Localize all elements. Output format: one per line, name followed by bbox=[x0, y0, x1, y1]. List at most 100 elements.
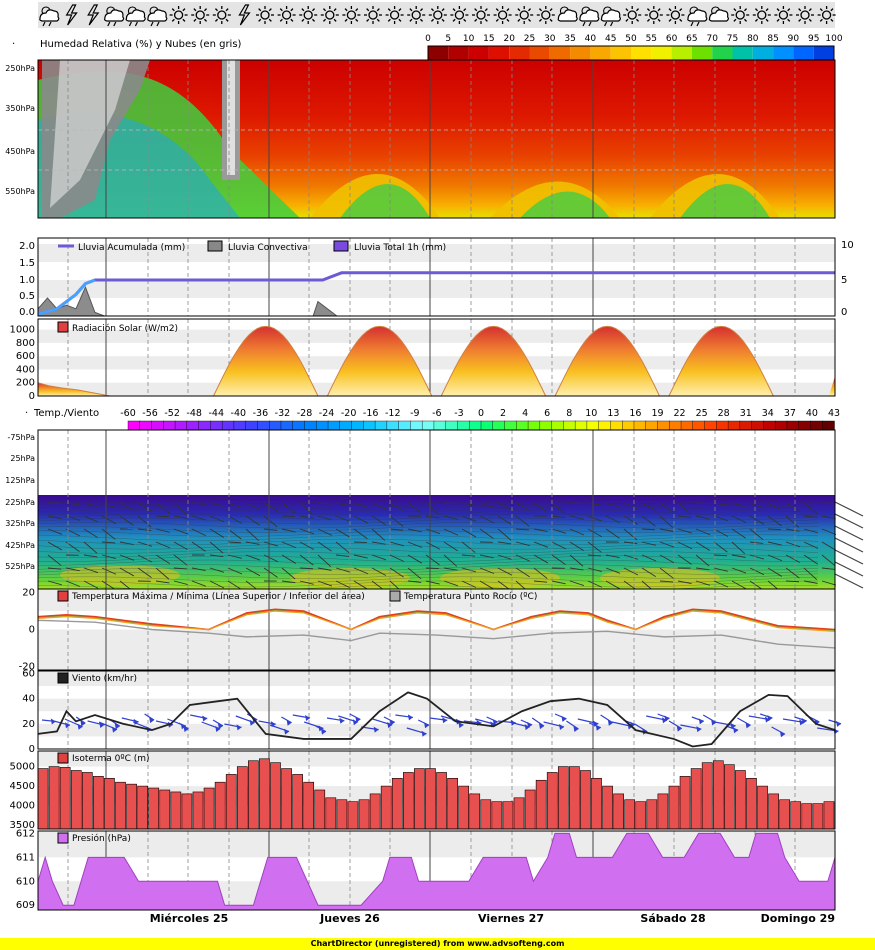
freezing-level-bar bbox=[812, 803, 824, 830]
wind-barb bbox=[209, 528, 225, 538]
wind-barb bbox=[47, 567, 62, 570]
wind-barb bbox=[533, 580, 548, 583]
humidity-scale-swatch bbox=[590, 46, 611, 60]
wind-barb bbox=[767, 554, 783, 562]
wind-barb bbox=[263, 554, 279, 563]
wind-barb bbox=[641, 528, 656, 531]
wind-barb bbox=[407, 502, 422, 513]
isotherm-line bbox=[37, 568, 819, 575]
freezing-y-tick: 5000 bbox=[10, 762, 35, 773]
wind-barb bbox=[47, 528, 63, 535]
wind-barb bbox=[407, 541, 423, 548]
wind-barb bbox=[767, 541, 782, 546]
wind-barb bbox=[659, 580, 674, 583]
humidity-scale-label: 40 bbox=[585, 34, 597, 44]
wind-barb bbox=[551, 515, 566, 519]
wind-barb bbox=[317, 567, 332, 571]
wind-barb bbox=[335, 567, 350, 573]
freezing-level-bar bbox=[347, 801, 359, 830]
wind-y-tick: 20 bbox=[22, 719, 35, 730]
wind-barb bbox=[533, 502, 548, 513]
wind-y-tick: 60 bbox=[22, 669, 35, 680]
wind-barb bbox=[443, 528, 459, 536]
partly-cloudy-rain-icon bbox=[600, 6, 621, 27]
humidity-scale-swatch bbox=[610, 46, 631, 60]
wind-direction-arrow bbox=[178, 722, 189, 730]
wind-barb bbox=[641, 515, 656, 527]
wind-direction-arrow bbox=[149, 717, 155, 724]
freezing-level-bar bbox=[59, 767, 71, 830]
wind-direction-arrow bbox=[99, 722, 105, 729]
wind-barb bbox=[569, 515, 584, 520]
freezing-level-bar bbox=[557, 766, 569, 830]
wind-barb bbox=[245, 502, 261, 510]
rain-y-tick: 0.0 bbox=[19, 307, 35, 318]
freezing-level-bar bbox=[724, 764, 735, 830]
wind-direction-arrow bbox=[352, 719, 358, 726]
temp-scale-label: 43 bbox=[828, 408, 840, 419]
wind-barb bbox=[263, 528, 278, 531]
wind-direction-arrow bbox=[799, 719, 805, 726]
wind-barb bbox=[245, 515, 260, 526]
legend-swatch bbox=[389, 590, 401, 602]
rain-y-tick: 0.5 bbox=[19, 291, 35, 302]
freezing-level-bar bbox=[624, 799, 636, 830]
freezing-level-bar bbox=[613, 793, 624, 830]
humidity-scale-label: 70 bbox=[706, 34, 718, 44]
freezing-level-bar bbox=[768, 793, 779, 830]
isotherm-line bbox=[37, 572, 819, 579]
wind-barb bbox=[227, 528, 242, 540]
temp-scale-label: 19 bbox=[651, 408, 663, 419]
wind-barb bbox=[587, 502, 602, 506]
freezing-level-bar bbox=[458, 785, 470, 830]
wind-barb bbox=[623, 567, 639, 576]
freezing-level-bar bbox=[635, 801, 647, 830]
wind-barb bbox=[101, 528, 116, 540]
wind-barb bbox=[623, 515, 639, 525]
temp-scale-label: -6 bbox=[432, 408, 441, 419]
wind-barb bbox=[659, 567, 674, 579]
pressure-y-tick: 610 bbox=[16, 876, 35, 887]
temperature-legend-label: Temperatura Máxima / Mínima (Línea Super… bbox=[71, 592, 365, 602]
wind-barb bbox=[263, 515, 278, 528]
wind-direction-arrow bbox=[634, 723, 648, 733]
wind-barb bbox=[587, 554, 602, 557]
wind-barb bbox=[677, 541, 693, 550]
wind-direction-arrow bbox=[114, 723, 120, 730]
legend-swatch bbox=[57, 672, 69, 684]
wind-barb bbox=[695, 554, 710, 567]
wind-barb bbox=[587, 515, 603, 522]
wind-barb bbox=[155, 580, 170, 584]
wind-barb bbox=[191, 580, 207, 587]
wind-barb bbox=[389, 541, 404, 547]
freezing-level-bar bbox=[137, 785, 148, 830]
sun-icon bbox=[256, 6, 274, 24]
temp-wind-title: Temp./Viento bbox=[33, 408, 99, 419]
freezing-level-bar bbox=[358, 799, 370, 830]
isotherm-line bbox=[37, 564, 819, 571]
isotherm-line bbox=[37, 547, 819, 554]
wind-barb bbox=[209, 580, 225, 589]
wind-barb bbox=[803, 567, 818, 581]
wind-barb bbox=[731, 528, 746, 539]
rain-panel: Lluvia Acumulada (mm) Lluvia Convectiva Ll… bbox=[19, 237, 854, 318]
freezing-y-tick: 4500 bbox=[10, 781, 35, 792]
wind-barb bbox=[83, 567, 99, 573]
freezing-level-panel: Isoterma 0ºC (m) 5000 4500 4000 3500 bbox=[10, 750, 836, 831]
sun-icon bbox=[731, 6, 750, 24]
wind-barb bbox=[281, 580, 296, 584]
wind-barb bbox=[677, 502, 692, 515]
temperature-legend-label: Temperatura Punto Rocío (ºC) bbox=[403, 592, 537, 602]
wind-barb bbox=[605, 554, 620, 559]
freezing-level-bar bbox=[447, 777, 458, 830]
sun-icon bbox=[428, 6, 447, 24]
wind-barb bbox=[335, 528, 351, 538]
temp-wind-y-tick: 525hPa bbox=[5, 562, 35, 571]
wind-barb bbox=[263, 541, 278, 547]
temp-scale-label: 8 bbox=[566, 408, 572, 419]
legend-swatch bbox=[57, 832, 69, 844]
wind-barb bbox=[515, 528, 530, 531]
freezing-level-bar bbox=[336, 799, 348, 830]
freezing-level-bar bbox=[757, 785, 768, 830]
wind-barb bbox=[695, 502, 709, 504]
